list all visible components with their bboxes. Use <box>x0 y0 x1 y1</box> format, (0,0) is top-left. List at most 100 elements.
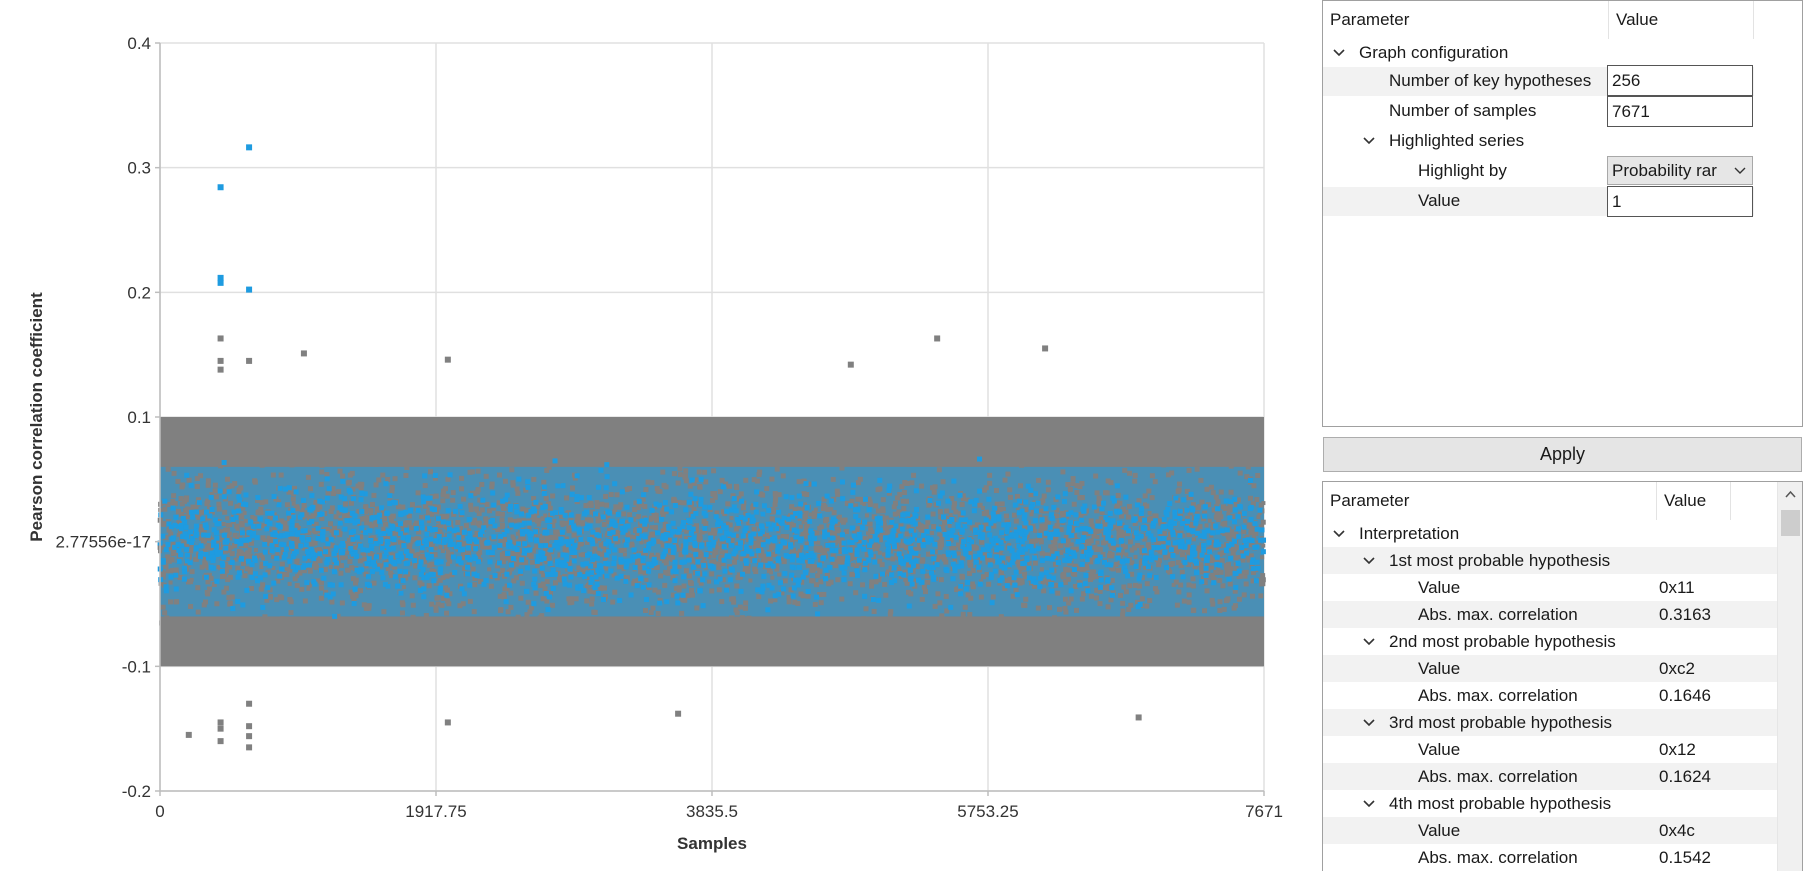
data-point <box>1078 513 1084 519</box>
data-point <box>299 586 305 592</box>
data-point <box>166 521 172 527</box>
data-point <box>447 542 453 548</box>
data-point <box>683 507 689 513</box>
data-point <box>840 479 846 485</box>
data-point <box>352 586 358 592</box>
data-point <box>225 542 231 548</box>
data-point <box>1013 569 1019 575</box>
data-point <box>492 573 498 579</box>
data-point <box>683 478 689 484</box>
data-point <box>677 472 683 478</box>
data-point <box>849 544 855 550</box>
data-point <box>1218 569 1224 575</box>
data-point <box>707 579 712 584</box>
data-point <box>1212 557 1218 563</box>
data-point <box>814 548 819 553</box>
data-point <box>389 572 395 578</box>
data-point <box>746 521 751 526</box>
data-point <box>921 584 927 590</box>
data-point <box>440 596 446 602</box>
data-point <box>942 528 947 533</box>
data-point <box>590 541 596 547</box>
outlier-point <box>246 357 253 364</box>
data-point <box>199 564 205 570</box>
data-point <box>1132 582 1138 588</box>
data-point <box>1210 525 1215 530</box>
data-point <box>269 542 275 548</box>
data-point <box>752 566 758 572</box>
data-point <box>287 514 292 519</box>
data-point <box>917 542 922 547</box>
data-point <box>536 522 541 527</box>
data-point <box>554 539 560 545</box>
data-point <box>253 548 258 553</box>
data-point <box>497 542 503 548</box>
data-point <box>941 514 947 520</box>
data-point <box>229 483 235 489</box>
data-point <box>184 558 190 564</box>
data-point <box>661 482 667 488</box>
data-point <box>739 556 745 562</box>
data-point <box>1132 516 1138 522</box>
data-point <box>764 486 770 492</box>
data-point <box>580 541 585 546</box>
data-point <box>1177 481 1183 487</box>
data-point <box>376 552 382 558</box>
data-point <box>275 578 281 584</box>
data-point <box>691 564 697 570</box>
data-point <box>793 577 799 583</box>
data-point <box>877 486 883 492</box>
data-point <box>429 527 435 533</box>
data-point <box>294 542 299 547</box>
data-point <box>1199 565 1205 571</box>
data-point <box>170 567 176 573</box>
data-point <box>673 585 679 591</box>
data-point <box>472 582 478 588</box>
data-point <box>593 539 598 544</box>
data-point <box>510 480 516 486</box>
data-point <box>1232 603 1238 609</box>
data-point <box>724 587 730 593</box>
data-point <box>851 629 857 635</box>
data-point <box>458 532 464 538</box>
data-point <box>1249 525 1255 531</box>
data-point <box>803 481 809 487</box>
data-point <box>1014 493 1020 499</box>
data-point <box>605 538 611 544</box>
data-point <box>1129 560 1135 566</box>
data-point <box>876 577 882 583</box>
data-point <box>839 518 845 524</box>
data-point <box>329 599 335 605</box>
outlier-point <box>1135 714 1142 721</box>
data-point <box>291 548 296 553</box>
data-point <box>1061 499 1067 505</box>
data-point <box>1241 511 1247 517</box>
data-point <box>765 538 771 544</box>
data-point <box>743 605 749 611</box>
data-point <box>340 555 346 561</box>
data-point <box>438 585 444 591</box>
data-point <box>671 496 677 502</box>
data-point <box>1223 563 1228 568</box>
data-point <box>444 493 450 499</box>
data-point <box>1049 556 1055 562</box>
data-point <box>301 497 307 503</box>
data-point <box>658 573 664 579</box>
data-point <box>1255 473 1261 479</box>
data-point <box>627 485 633 491</box>
data-point <box>733 607 739 613</box>
data-point <box>239 537 245 543</box>
outlier-point <box>300 350 307 357</box>
data-point <box>304 580 310 586</box>
data-point <box>802 530 808 536</box>
data-point <box>521 535 526 540</box>
data-point <box>1063 596 1069 602</box>
data-point <box>528 537 534 543</box>
data-point <box>1110 518 1116 524</box>
data-point <box>290 496 296 502</box>
data-point <box>936 526 942 532</box>
data-point <box>1227 515 1233 521</box>
data-point <box>662 582 668 588</box>
data-point <box>1118 538 1124 544</box>
data-point <box>1065 576 1071 582</box>
